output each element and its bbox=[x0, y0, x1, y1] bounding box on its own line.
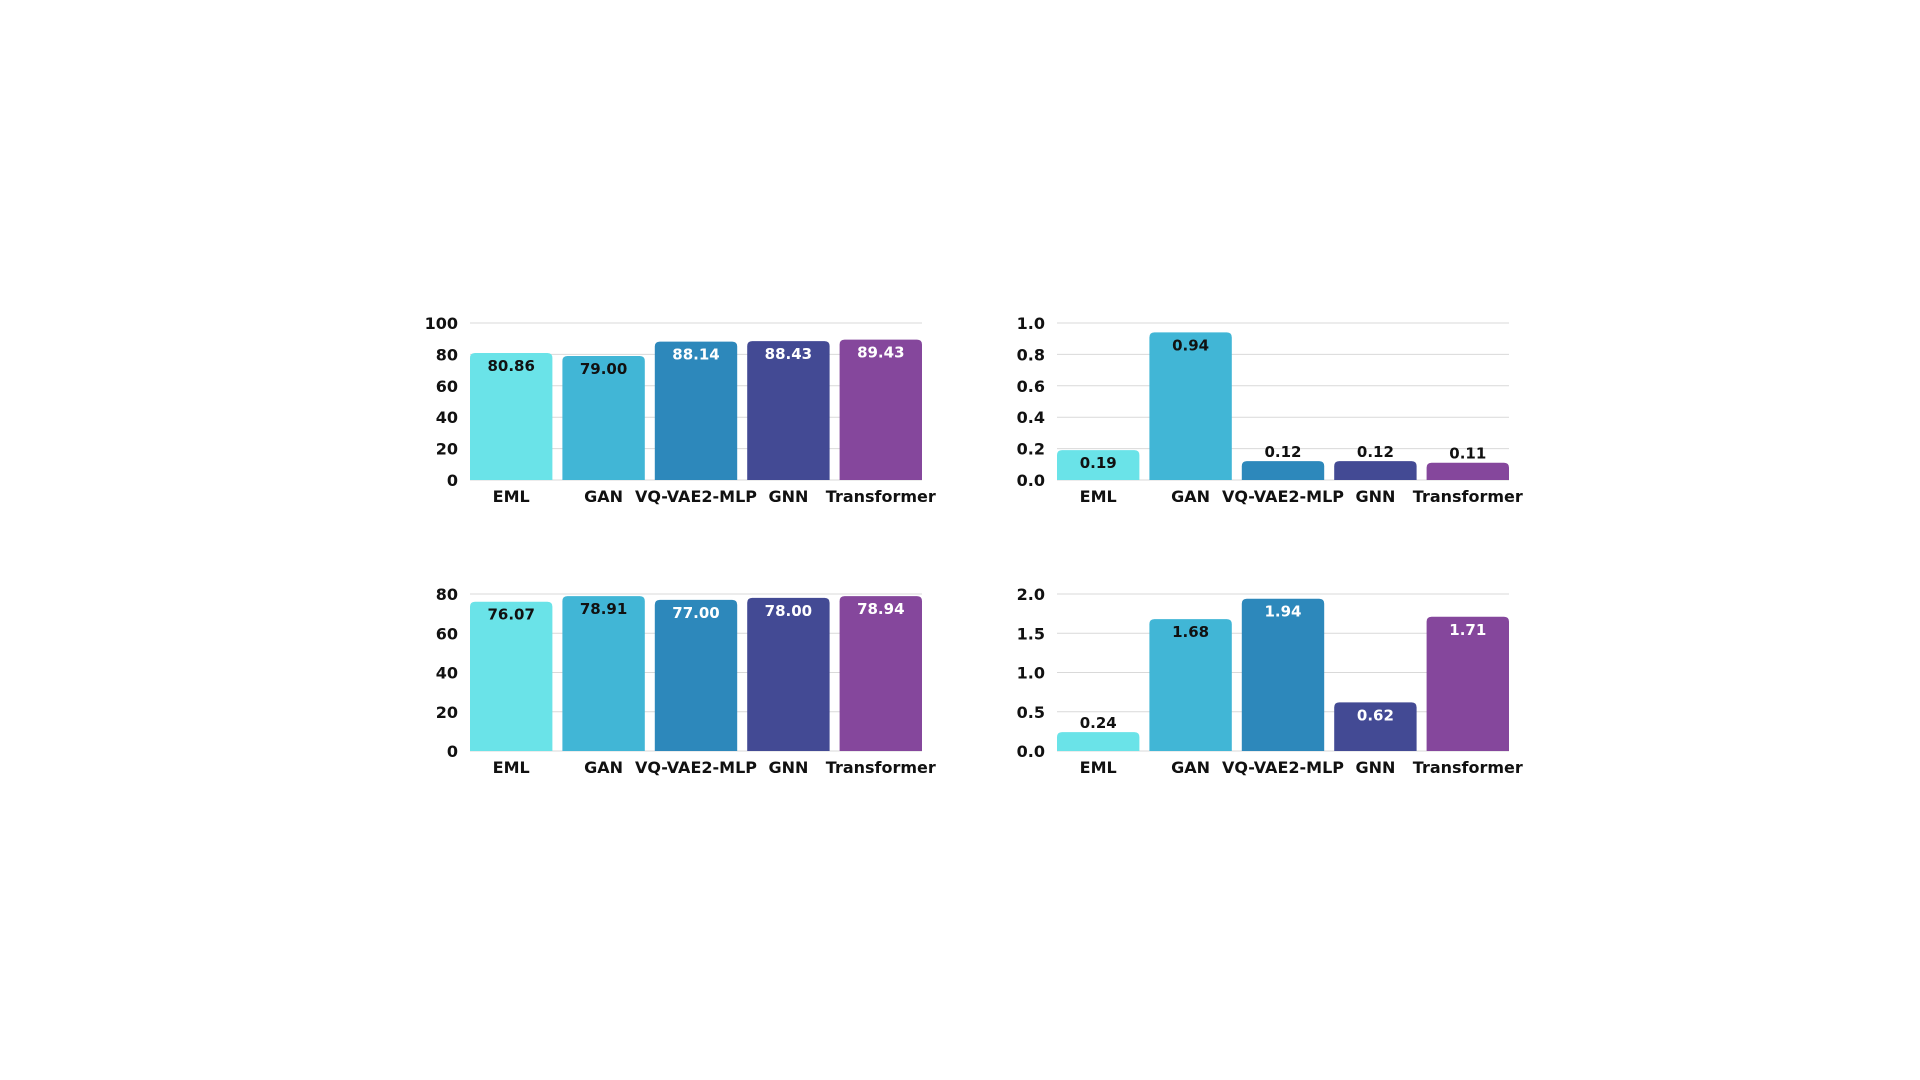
y-tick-label: 0.0 bbox=[1017, 471, 1045, 490]
x-tick-label: Transformer bbox=[826, 487, 936, 506]
x-tick-label: EML bbox=[493, 487, 530, 506]
y-tick-label: 0.4 bbox=[1017, 408, 1045, 427]
y-tick-label: 1.0 bbox=[1017, 664, 1045, 683]
data-label: 79.00 bbox=[580, 360, 627, 378]
data-label: 1.94 bbox=[1264, 603, 1301, 621]
data-label: 0.94 bbox=[1172, 336, 1209, 354]
y-tick-label: 80 bbox=[436, 345, 458, 364]
x-tick-label: Transformer bbox=[1413, 758, 1523, 777]
x-tick-label: GNN bbox=[768, 487, 808, 506]
data-label: 80.86 bbox=[487, 357, 534, 375]
data-label: 0.19 bbox=[1080, 454, 1117, 472]
bar-vq-vae2-mlp bbox=[1241, 598, 1325, 751]
x-tick-label: EML bbox=[493, 758, 530, 777]
y-tick-label: 2.0 bbox=[1017, 585, 1045, 604]
bar-gnn bbox=[747, 341, 830, 480]
y-tick-label: 80 bbox=[436, 585, 458, 604]
y-tick-label: 100 bbox=[425, 314, 458, 333]
data-label: 1.68 bbox=[1172, 623, 1209, 641]
data-label: 1.71 bbox=[1449, 621, 1486, 639]
data-label: 78.91 bbox=[580, 600, 627, 618]
bar-vq-vae2-mlp bbox=[654, 599, 738, 751]
bar-chart-3: 0 20 40 60 80 76.07 EML 78.91 GAN 77.00 VQ-VAE2-ML… bbox=[436, 585, 936, 777]
bar-eml bbox=[1057, 450, 1140, 480]
x-tick-label: VQ-VAE2-MLP bbox=[1222, 487, 1344, 506]
data-label: 0.12 bbox=[1264, 443, 1301, 461]
bar-gan bbox=[1149, 619, 1232, 751]
data-label: 76.07 bbox=[487, 606, 534, 624]
data-label: 0.24 bbox=[1080, 714, 1117, 732]
y-tick-label: 0.6 bbox=[1017, 377, 1045, 396]
x-tick-label: GAN bbox=[584, 758, 623, 777]
x-tick-label: GAN bbox=[1171, 487, 1210, 506]
bar-chart-1: 0 20 40 60 80 100 80.86 EML 79.00 GAN 88.14 VQ-VAE2… bbox=[425, 314, 936, 506]
y-tick-label: 0.2 bbox=[1017, 440, 1045, 459]
bar-transformer bbox=[1426, 462, 1509, 480]
y-tick-label: 60 bbox=[436, 624, 458, 643]
x-tick-label: GNN bbox=[1355, 487, 1395, 506]
y-tick-label: 60 bbox=[436, 377, 458, 396]
x-tick-label: VQ-VAE2-MLP bbox=[635, 487, 757, 506]
data-label: 78.94 bbox=[857, 600, 904, 618]
y-tick-label: 0 bbox=[447, 471, 458, 490]
y-tick-label: 1.0 bbox=[1017, 314, 1045, 333]
bar-transformer bbox=[839, 339, 922, 480]
bar-gnn bbox=[1334, 702, 1417, 751]
bar-eml bbox=[470, 601, 553, 751]
bar-gan bbox=[562, 355, 645, 480]
bar-transformer bbox=[839, 596, 922, 751]
y-tick-label: 0.8 bbox=[1017, 345, 1045, 364]
x-tick-label: Transformer bbox=[1413, 487, 1523, 506]
y-tick-label: 40 bbox=[436, 408, 458, 427]
x-tick-label: EML bbox=[1080, 487, 1117, 506]
data-label: 0.12 bbox=[1357, 443, 1394, 461]
x-tick-label: GAN bbox=[584, 487, 623, 506]
x-tick-label: VQ-VAE2-MLP bbox=[635, 758, 757, 777]
y-tick-label: 40 bbox=[436, 664, 458, 683]
x-tick-label: Transformer bbox=[826, 758, 936, 777]
bar-chart-2: 0.0 0.2 0.4 0.6 0.8 1.0 0.19 EML 0.94 GAN 0.12 VQ-V… bbox=[1017, 314, 1523, 506]
data-label: 88.43 bbox=[765, 345, 812, 363]
bar-eml bbox=[470, 353, 553, 480]
y-tick-label: 0 bbox=[447, 742, 458, 761]
x-tick-label: VQ-VAE2-MLP bbox=[1222, 758, 1344, 777]
bar-chart-4: 0.0 0.5 1.0 1.5 2.0 0.24 EML 1.68 GAN 1.94 VQ-VAE2… bbox=[1017, 585, 1523, 777]
bar-transformer bbox=[1426, 616, 1509, 751]
x-tick-label: GNN bbox=[768, 758, 808, 777]
data-label: 89.43 bbox=[857, 344, 904, 362]
bar-gan bbox=[1149, 332, 1232, 480]
x-tick-label: EML bbox=[1080, 758, 1117, 777]
y-tick-label: 20 bbox=[436, 440, 458, 459]
y-tick-label: 1.5 bbox=[1017, 624, 1045, 643]
bar-gnn bbox=[1334, 461, 1417, 480]
bar-gan bbox=[562, 596, 645, 751]
bar-vq-vae2-mlp bbox=[1241, 461, 1325, 480]
y-tick-label: 0.5 bbox=[1017, 703, 1045, 722]
y-tick-label: 20 bbox=[436, 703, 458, 722]
data-label: 78.00 bbox=[765, 602, 812, 620]
bar-vq-vae2-mlp bbox=[654, 341, 738, 480]
data-label: 0.11 bbox=[1449, 445, 1486, 463]
x-tick-label: GAN bbox=[1171, 758, 1210, 777]
data-label: 77.00 bbox=[672, 604, 719, 622]
x-tick-label: GNN bbox=[1355, 758, 1395, 777]
bar-gnn bbox=[747, 597, 830, 751]
y-tick-label: 0.0 bbox=[1017, 742, 1045, 761]
bar-eml bbox=[1057, 732, 1140, 751]
data-label: 0.62 bbox=[1357, 706, 1394, 724]
data-label: 88.14 bbox=[672, 346, 719, 364]
